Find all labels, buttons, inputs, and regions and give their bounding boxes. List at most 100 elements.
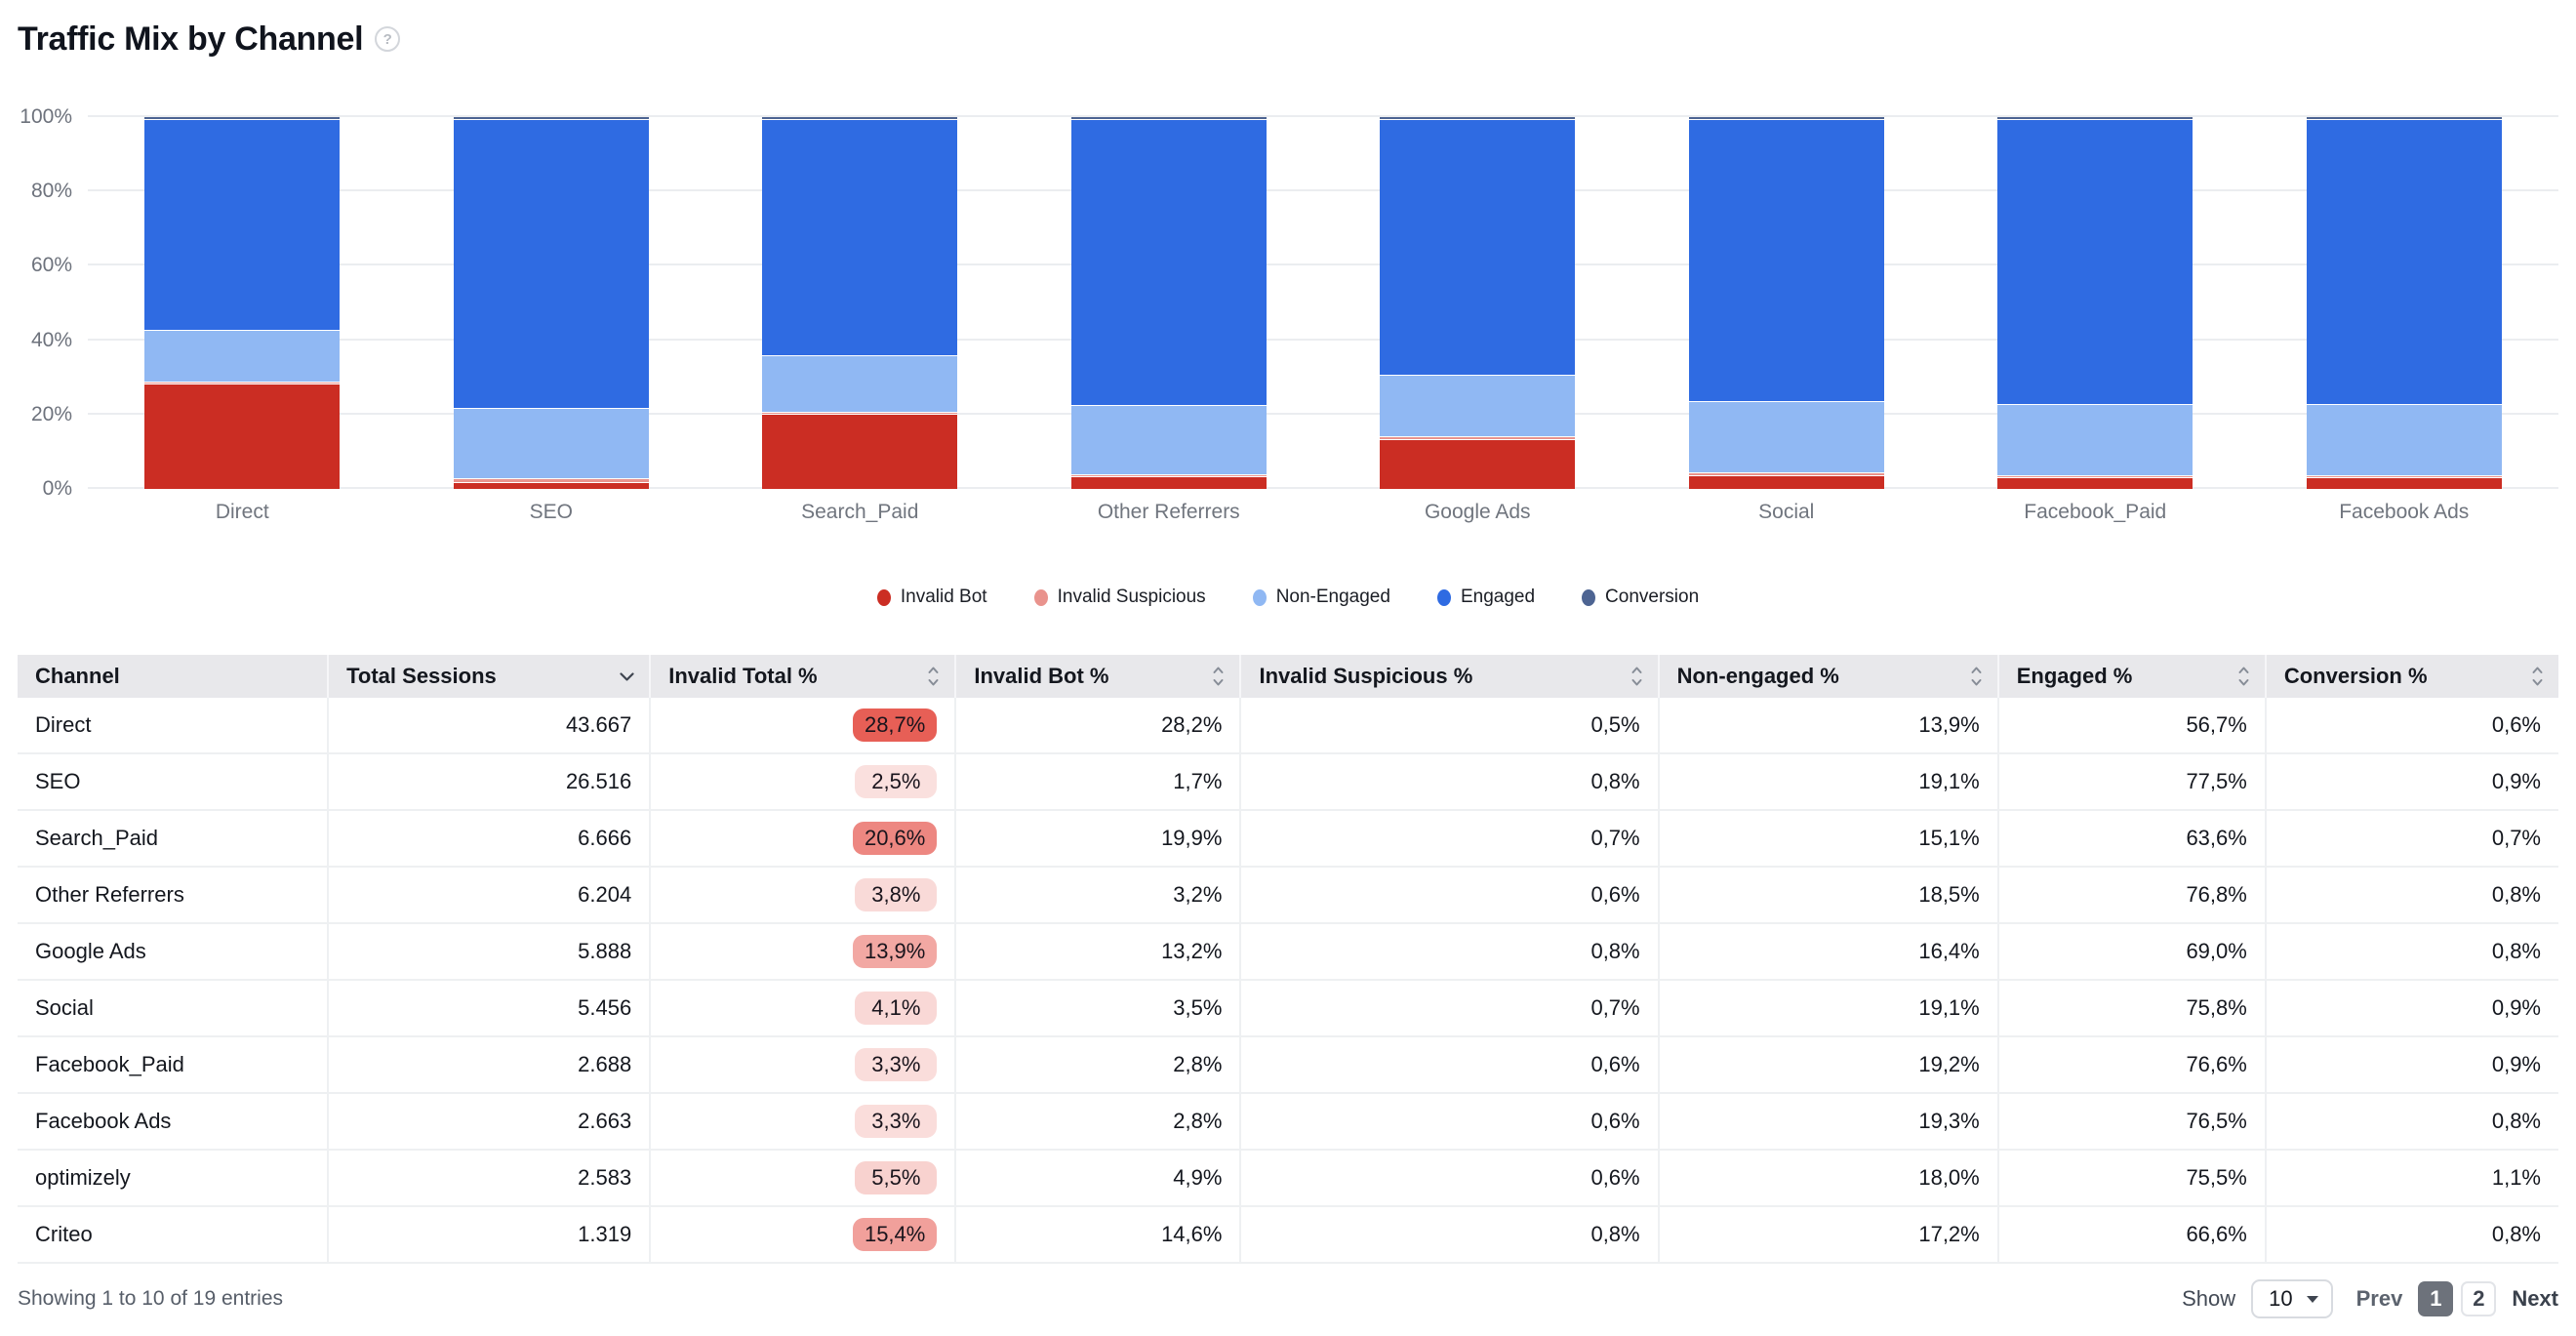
cell-channel: Other Referrers (18, 867, 330, 924)
bar-segment-invalid-bot[interactable] (1688, 475, 1884, 489)
cell-channel: Google Ads (18, 923, 330, 981)
bar-segment-conversion[interactable] (762, 117, 958, 120)
bar-segment-conversion[interactable] (2306, 117, 2502, 121)
sort-toggle-icon[interactable] (1969, 664, 1984, 689)
bar-segment-non-engaged[interactable] (762, 356, 958, 413)
cell-non_engaged: 19,3% (1658, 1093, 1999, 1151)
cell-channel: optimizely (18, 1150, 330, 1207)
bar-segment-non-engaged[interactable] (453, 408, 649, 480)
column-header-inner: Total Sessions (346, 664, 635, 689)
column-header-invalid-bot[interactable]: Invalid Bot % (955, 655, 1242, 698)
help-icon[interactable]: ? (375, 26, 401, 52)
sort-toggle-icon[interactable] (1630, 664, 1644, 689)
stacked-bar[interactable] (762, 117, 958, 489)
stacked-bar[interactable] (1380, 116, 1576, 489)
sort-toggle-icon[interactable] (1211, 664, 1226, 689)
chart-legend: Invalid Bot Invalid Suspicious Non-Engaged… (18, 587, 2558, 608)
bar-segment-invalid-bot[interactable] (453, 482, 649, 489)
gridline (88, 412, 2558, 415)
page-size-select[interactable]: 10 (2251, 1279, 2333, 1318)
page-button-1[interactable]: 1 (2418, 1281, 2454, 1316)
bar-segment-engaged[interactable] (144, 119, 341, 331)
bar-segment-invalid-suspicious[interactable] (2306, 476, 2502, 479)
sort-toggle-icon[interactable] (2530, 664, 2545, 689)
bar-segment-engaged[interactable] (1688, 120, 1884, 403)
bar-segment-non-engaged[interactable] (2306, 404, 2502, 477)
prev-button[interactable]: Prev (2355, 1286, 2403, 1311)
bar-segment-non-engaged[interactable] (144, 330, 341, 383)
bar-segment-invalid-bot[interactable] (762, 415, 958, 489)
cell-channel: SEO (18, 753, 330, 811)
cell-total_sessions: 6.204 (328, 867, 652, 924)
bar-segment-non-engaged[interactable] (1380, 376, 1576, 437)
legend-item-invalid-bot[interactable]: Invalid Bot (876, 587, 987, 608)
sort-toggle-icon[interactable] (926, 664, 941, 689)
cell-total_sessions: 6.666 (328, 810, 652, 868)
cell-invalid_bot: 3,5% (955, 980, 1242, 1037)
cell-invalid_suspicious: 0,6% (1240, 1093, 1660, 1151)
legend-dot-icon (1436, 588, 1451, 606)
bar-segment-conversion[interactable] (1380, 116, 1576, 121)
bar-column-google-ads (1323, 116, 1632, 489)
bar-segment-conversion[interactable] (1997, 117, 2194, 121)
column-header-invalid-suspicious[interactable]: Invalid Suspicious % (1240, 655, 1660, 698)
bar-segment-invalid-bot[interactable] (1997, 478, 2194, 489)
bar-segment-invalid-suspicious[interactable] (453, 479, 649, 483)
legend-item-conversion[interactable]: Conversion (1582, 587, 1699, 608)
x-axis-label: Google Ads (1424, 501, 1531, 523)
column-header-total-sessions[interactable]: Total Sessions (328, 655, 652, 698)
stacked-bar[interactable] (1688, 117, 1884, 489)
sort-desc-icon[interactable] (619, 671, 635, 682)
bar-segment-engaged[interactable] (1380, 120, 1576, 377)
stacked-bar[interactable] (1070, 117, 1267, 489)
bar-segment-invalid-suspicious[interactable] (1380, 436, 1576, 440)
stacked-bar[interactable] (2306, 117, 2502, 489)
cell-invalid_bot: 1,7% (955, 753, 1242, 811)
stacked-bar[interactable] (453, 117, 649, 489)
column-header-label: Channel (35, 664, 120, 688)
column-header-conversion[interactable]: Conversion % (2265, 655, 2558, 698)
next-button[interactable]: Next (2512, 1286, 2558, 1311)
legend-item-engaged[interactable]: Engaged (1436, 587, 1535, 608)
gridline (88, 189, 2558, 192)
legend-item-invalid-suspicious[interactable]: Invalid Suspicious (1033, 587, 1206, 608)
bar-segment-non-engaged[interactable] (1997, 405, 2194, 477)
cell-invalid_bot: 28,2% (955, 698, 1242, 754)
panel-header: Traffic Mix by Channel ? (18, 16, 2558, 62)
cell-invalid_bot: 4,9% (955, 1150, 1242, 1207)
sort-toggle-icon[interactable] (2236, 664, 2251, 689)
bar-segment-invalid-suspicious[interactable] (762, 412, 958, 416)
bar-segment-invalid-bot[interactable] (1070, 476, 1267, 489)
column-header-engaged[interactable]: Engaged % (1997, 655, 2267, 698)
x-axis-label: Search_Paid (801, 501, 919, 523)
bar-segment-non-engaged[interactable] (1070, 406, 1267, 475)
bar-segment-conversion[interactable] (1688, 117, 1884, 121)
bar-segment-engaged[interactable] (1070, 120, 1267, 407)
bar-segment-engaged[interactable] (762, 119, 958, 357)
bar-segment-invalid-suspicious[interactable] (1070, 474, 1267, 477)
cell-invalid_total: 2,5% (650, 753, 957, 811)
bar-segment-invalid-suspicious[interactable] (1688, 473, 1884, 476)
cell-engaged: 66,6% (1997, 1206, 2267, 1264)
column-header-inner: Invalid Suspicious % (1259, 664, 1643, 689)
bar-segment-invalid-bot[interactable] (1380, 439, 1576, 489)
bar-segment-non-engaged[interactable] (1688, 402, 1884, 474)
invalid-total-badge: 13,9% (852, 935, 938, 968)
bar-segment-conversion[interactable] (1070, 117, 1267, 121)
bar-segment-invalid-bot[interactable] (144, 384, 341, 489)
legend-item-non-engaged[interactable]: Non-Engaged (1252, 587, 1390, 608)
bar-segment-invalid-suspicious[interactable] (144, 382, 341, 385)
bar-segment-invalid-suspicious[interactable] (1997, 476, 2194, 479)
stacked-bar[interactable] (144, 117, 341, 489)
column-header-invalid-total[interactable]: Invalid Total % (650, 655, 957, 698)
bar-segment-invalid-bot[interactable] (2306, 478, 2502, 489)
bar-segment-conversion[interactable] (453, 117, 649, 121)
page-button-2[interactable]: 2 (2461, 1281, 2497, 1316)
column-header-non-engaged[interactable]: Non-engaged % (1658, 655, 1999, 698)
bar-segment-engaged[interactable] (1997, 120, 2194, 405)
bar-segment-engaged[interactable] (453, 120, 649, 409)
bar-segment-engaged[interactable] (2306, 120, 2502, 405)
cell-conversion: 0,8% (2265, 867, 2558, 924)
stacked-bar[interactable] (1997, 117, 2194, 489)
bar-segment-conversion[interactable] (144, 117, 341, 120)
